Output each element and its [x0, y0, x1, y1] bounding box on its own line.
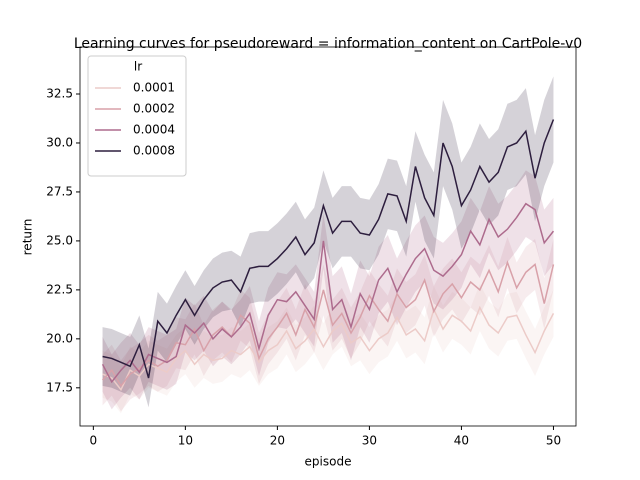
- legend-label: 0.0001: [133, 81, 175, 95]
- legend-label: 0.0002: [133, 102, 175, 116]
- y-tick-label: 20.0: [46, 331, 73, 345]
- x-tick-label: 40: [454, 434, 469, 448]
- x-tick-label: 20: [270, 434, 285, 448]
- legend-title: lr: [134, 60, 142, 74]
- x-tick-label: 30: [362, 434, 377, 448]
- x-tick-label: 0: [90, 434, 98, 448]
- x-axis-label: episode: [305, 455, 352, 469]
- confidence-band: [102, 236, 554, 412]
- y-axis-label: return: [21, 219, 35, 256]
- plot-frame: [79, 46, 577, 427]
- x-tick-label: 10: [178, 434, 193, 448]
- y-tick-label: 17.5: [46, 380, 73, 394]
- series-line: [102, 305, 555, 392]
- chart-title: Learning curves for pseudoreward = infor…: [74, 36, 582, 52]
- legend-label: 0.0004: [133, 123, 175, 137]
- legend-box: [87, 55, 187, 177]
- confidence-band: [102, 170, 554, 410]
- y-tick-label: 32.5: [46, 87, 73, 101]
- x-tick-label: 50: [546, 434, 561, 448]
- legend-label: 0.0008: [133, 144, 175, 158]
- y-tick-label: 22.5: [46, 282, 73, 296]
- y-tick-label: 30.0: [46, 135, 73, 149]
- confidence-band: [102, 283, 554, 414]
- y-tick-label: 27.5: [46, 184, 73, 198]
- series-line: [101, 202, 555, 384]
- series-line: [102, 119, 555, 379]
- y-tick-label: 25.0: [46, 233, 73, 247]
- series-line: [101, 260, 555, 388]
